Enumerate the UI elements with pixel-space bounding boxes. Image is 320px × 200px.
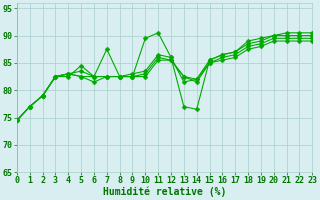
X-axis label: Humidité relative (%): Humidité relative (%) bbox=[103, 187, 226, 197]
